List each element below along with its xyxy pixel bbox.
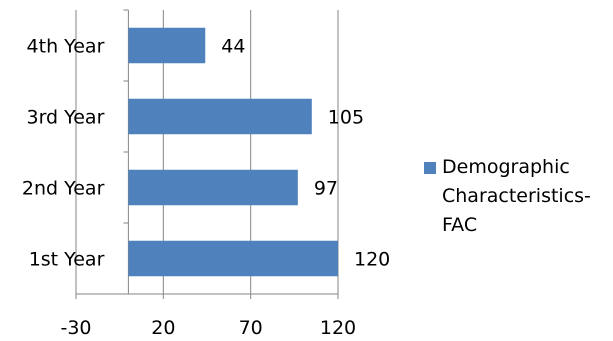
data-label: 44 bbox=[221, 36, 245, 58]
legend-label: Demographic Characteristics-FAC bbox=[442, 156, 591, 236]
legend: Demographic Characteristics-FAC bbox=[424, 153, 609, 240]
data-label: 105 bbox=[328, 107, 364, 129]
y-tick-label: 2nd Year bbox=[22, 178, 105, 200]
y-tick-label: 4th Year bbox=[27, 36, 105, 58]
x-tick-label: -30 bbox=[60, 317, 91, 339]
data-label: 120 bbox=[354, 249, 390, 271]
bar bbox=[128, 27, 206, 64]
x-tick-label: 20 bbox=[151, 317, 175, 339]
bar bbox=[128, 169, 298, 206]
bar bbox=[128, 98, 312, 135]
x-tick-label: 120 bbox=[320, 317, 356, 339]
legend-swatch bbox=[424, 162, 436, 174]
bar bbox=[128, 240, 338, 277]
x-tick-label: 70 bbox=[239, 317, 263, 339]
y-tick-label: 3rd Year bbox=[26, 107, 104, 129]
data-label: 97 bbox=[314, 178, 338, 200]
y-tick-label: 1st Year bbox=[29, 249, 105, 271]
